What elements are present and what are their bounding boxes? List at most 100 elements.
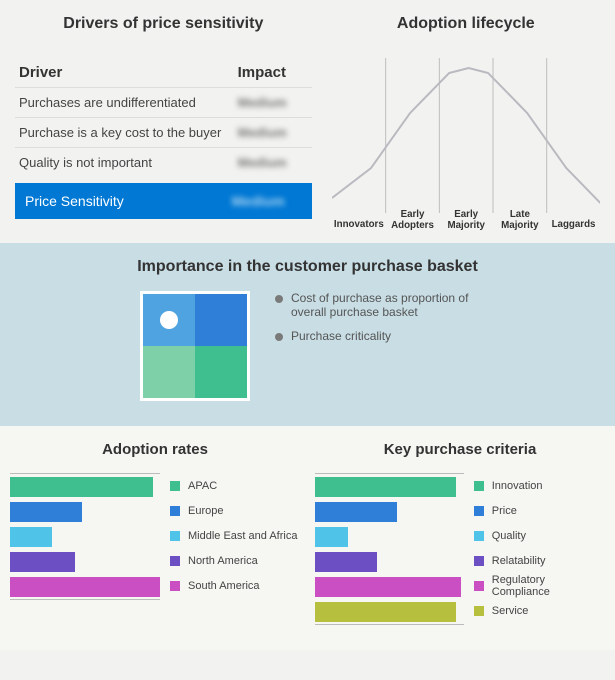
legend-swatch [474, 581, 484, 591]
legend-item: Relatability [474, 548, 605, 573]
key-criteria-title: Key purchase criteria [315, 441, 605, 458]
col-impact: Impact [238, 64, 308, 81]
bar [10, 527, 52, 547]
key-criteria-chart: Innovation Price Quality Relatability Regula… [315, 473, 605, 625]
bar-row [10, 499, 160, 524]
price-sensitivity-summary: Price Sensitivity Medium [15, 183, 312, 219]
bar-row [315, 574, 464, 599]
bullet-icon [275, 295, 283, 303]
legend-label: South America [188, 580, 260, 592]
bar [10, 477, 153, 497]
legend-item: Europe [170, 498, 297, 523]
legend-item: North America [170, 548, 297, 573]
table-row: Purchase is a key cost to the buyer Medi… [15, 117, 312, 147]
adoption-rates-title: Adoption rates [10, 441, 300, 458]
legend-text: Purchase criticality [291, 329, 391, 343]
legend-item: Service [474, 598, 605, 623]
adoption-rates-bars [10, 473, 160, 600]
importance-legend: Cost of purchase as proportion of overal… [275, 291, 475, 353]
bar [10, 552, 75, 572]
table-row: Purchases are undifferentiated Medium [15, 87, 312, 117]
legend-swatch [170, 531, 180, 541]
bar-row [10, 524, 160, 549]
summary-label: Price Sensitivity [25, 193, 232, 209]
svg-text:Innovators: Innovators [334, 219, 384, 230]
price-sensitivity-title: Drivers of price sensitivity [15, 15, 312, 33]
bar [315, 577, 461, 597]
impact-cell: Medium [238, 155, 308, 170]
adoption-rates-legend: APAC Europe Middle East and Africa North Am… [170, 473, 297, 600]
legend-label: Regulatory Compliance [492, 574, 605, 598]
quadrant-chart [140, 291, 250, 401]
adoption-lifecycle-title: Adoption lifecycle [332, 15, 600, 33]
adoption-rates-chart: APAC Europe Middle East and Africa North Am… [10, 473, 300, 600]
table-row: Quality is not important Medium [15, 147, 312, 177]
legend-item: Purchase criticality [275, 329, 475, 343]
legend-item: Regulatory Compliance [474, 573, 605, 598]
svg-text:Early: Early [400, 209, 424, 220]
svg-text:Early: Early [454, 209, 478, 220]
legend-label: North America [188, 555, 258, 567]
table-header: Driver Impact [15, 58, 312, 87]
bar-row [10, 549, 160, 574]
driver-cell: Purchases are undifferentiated [19, 95, 238, 110]
lifecycle-svg: InnovatorsEarlyAdoptersEarlyMajorityLate… [332, 48, 600, 233]
key-criteria-panel: Key purchase criteria Innovation Price Qua… [315, 441, 605, 625]
legend-swatch [170, 556, 180, 566]
key-criteria-bars [315, 473, 464, 625]
bar [315, 552, 377, 572]
bar-row [315, 474, 464, 499]
bottom-row: Adoption rates APAC Europe Middle East and… [0, 426, 615, 650]
bar-row [315, 549, 464, 574]
quad-cell-tr [195, 294, 247, 346]
impact-cell: Medium [238, 95, 308, 110]
bar-row [315, 524, 464, 549]
impact-cell: Medium [238, 125, 308, 140]
summary-value: Medium [232, 193, 302, 209]
legend-label: Middle East and Africa [188, 530, 297, 542]
quadrant-dot [160, 311, 178, 329]
bar [10, 502, 82, 522]
col-driver: Driver [19, 64, 238, 81]
legend-item: Price [474, 498, 605, 523]
svg-text:Adopters: Adopters [391, 220, 434, 231]
svg-text:Majority: Majority [447, 220, 485, 231]
adoption-lifecycle-panel: Adoption lifecycle InnovatorsEarlyAdopte… [332, 15, 600, 233]
adoption-rates-panel: Adoption rates APAC Europe Middle East and… [10, 441, 300, 625]
legend-swatch [170, 581, 180, 591]
bar-row [10, 474, 160, 499]
price-sensitivity-panel: Drivers of price sensitivity Driver Impa… [15, 15, 312, 233]
legend-swatch [474, 531, 484, 541]
legend-label: APAC [188, 480, 217, 492]
bar [315, 602, 456, 622]
legend-swatch [474, 556, 484, 566]
legend-item: South America [170, 573, 297, 598]
lifecycle-curve [332, 68, 600, 203]
legend-label: Quality [492, 530, 526, 542]
bar [315, 477, 456, 497]
importance-basket-content: Cost of purchase as proportion of overal… [15, 291, 600, 401]
legend-swatch [474, 481, 484, 491]
key-criteria-legend: Innovation Price Quality Relatability Regula… [474, 473, 605, 625]
driver-cell: Quality is not important [19, 155, 238, 170]
legend-label: Innovation [492, 480, 543, 492]
bullet-icon [275, 333, 283, 341]
legend-label: Service [492, 605, 529, 617]
adoption-lifecycle-chart: InnovatorsEarlyAdoptersEarlyMajorityLate… [332, 48, 600, 233]
legend-swatch [474, 506, 484, 516]
bar [10, 577, 160, 597]
legend-item: Cost of purchase as proportion of overal… [275, 291, 475, 319]
svg-text:Late: Late [509, 209, 530, 220]
legend-label: Relatability [492, 555, 546, 567]
legend-label: Price [492, 505, 517, 517]
importance-basket-title: Importance in the customer purchase bask… [15, 258, 600, 276]
legend-swatch [170, 481, 180, 491]
legend-item: Quality [474, 523, 605, 548]
svg-text:Majority: Majority [501, 220, 539, 231]
price-sensitivity-table: Driver Impact Purchases are undifferenti… [15, 58, 312, 219]
driver-cell: Purchase is a key cost to the buyer [19, 125, 238, 140]
legend-swatch [170, 506, 180, 516]
importance-basket-panel: Importance in the customer purchase bask… [0, 243, 615, 426]
bar-row [315, 499, 464, 524]
bar [315, 527, 348, 547]
